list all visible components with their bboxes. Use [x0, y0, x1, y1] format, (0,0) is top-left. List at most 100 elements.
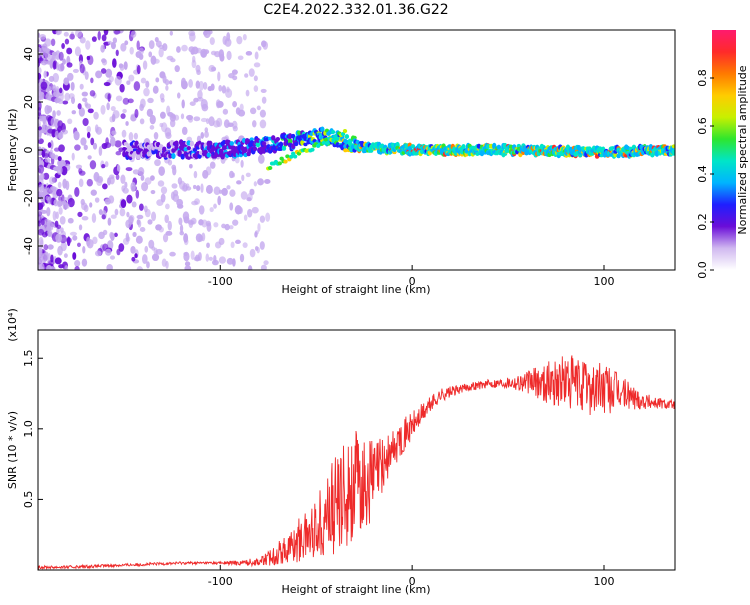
spectrogram-cell: [229, 225, 234, 230]
spectrogram-cell: [98, 209, 103, 216]
spectrogram-cell: [200, 183, 204, 194]
spectrogram-cell: [236, 35, 243, 45]
spectrogram-cell: [303, 142, 308, 147]
spectrogram-cell: [165, 203, 170, 210]
spectrogram-cell: [93, 111, 99, 120]
spectrogram-cell: [168, 80, 173, 85]
spectrogram-cell: [159, 111, 166, 119]
spectrogram-cell: [102, 183, 108, 190]
spectrogram-cell: [77, 211, 83, 218]
spectrogram-cell: [149, 114, 156, 125]
spectrogram-cell: [158, 144, 164, 149]
spectrogram-cell: [289, 154, 294, 159]
spectrogram-cell: [259, 119, 267, 129]
spectrogram-cell: [98, 146, 103, 157]
spectrogram-cell: [159, 93, 165, 101]
spectrogram-cell: [92, 236, 98, 245]
spectrogram-cell: [57, 120, 64, 129]
spectrogram-cell: [114, 208, 119, 216]
spectrogram-cell: [136, 40, 140, 51]
spectrogram-cell: [241, 174, 245, 182]
spectrogram-cell: [69, 33, 75, 40]
spectrogram-cell: [485, 143, 491, 149]
spectrogram-cell: [69, 231, 78, 236]
spectrogram-cell: [40, 81, 48, 90]
spectrogram-cell: [67, 217, 74, 224]
spectrogram-cell: [253, 85, 259, 93]
spectrogram-cell: [103, 30, 109, 36]
spectrogram-cell: [150, 175, 155, 181]
spectrogram-cell: [239, 253, 245, 263]
spectrogram-cell: [126, 211, 130, 218]
spectrogram-cell: [40, 129, 48, 134]
spectrogram-cell: [247, 208, 253, 218]
snr-x-tick-label: 0: [409, 575, 416, 588]
spectrogram-cell: [81, 91, 88, 97]
spectrogram-cell: [208, 140, 213, 147]
spectrogram-cell: [67, 118, 73, 125]
spectrogram-cell: [162, 74, 167, 84]
spectrogram-cell: [71, 110, 77, 115]
snr-y-multiplier: (x10⁴): [6, 308, 19, 342]
snr-frame: [37, 329, 676, 571]
spectrogram-cell: [113, 30, 121, 35]
spectrogram-cell: [197, 89, 203, 100]
spectrogram-cell: [144, 208, 151, 218]
spectrogram-cell: [58, 196, 62, 202]
spectrogram-cell: [169, 251, 176, 257]
spectrogram-cell: [161, 258, 167, 267]
spectrogram-cell: [104, 198, 111, 205]
spectrogram-cell: [201, 232, 206, 242]
spectrogram-cell: [142, 60, 148, 70]
spectrogram-cell: [104, 248, 112, 256]
spectrogram-cell: [38, 72, 42, 80]
spectrogram-cell: [110, 105, 116, 112]
spectrogram-cell: [290, 133, 296, 139]
spectrogram-cell: [47, 85, 52, 92]
spectrogram-cell: [46, 114, 52, 122]
spectrogram-cell: [52, 72, 60, 83]
spectrogram-cell: [152, 85, 159, 94]
spectrogram-cell: [124, 181, 128, 189]
spectrogram-cell: [245, 172, 251, 178]
spectrogram-cell: [167, 220, 172, 231]
spectrogram-cell: [103, 142, 112, 149]
spectrogram-cell: [255, 141, 261, 148]
spectrogram-cell: [248, 68, 255, 77]
spectrogram-cell: [125, 121, 129, 126]
spectrogram-cell: [132, 231, 137, 237]
spectrogram-cell: [189, 163, 193, 169]
spectrogram-cell: [107, 93, 111, 102]
snr-y-tick-label: 0.5: [22, 491, 35, 509]
spectrogram-cell: [147, 219, 153, 225]
colorbar-tick-label: 0.8: [696, 69, 709, 87]
spectrogram-cell: [196, 135, 202, 143]
colorbar-tick-label: 0.0: [696, 261, 709, 279]
spectrogram-cell: [220, 154, 225, 160]
spectrogram-cell: [49, 266, 55, 270]
spectrogram-cell: [126, 236, 131, 242]
snr-y-tick-label: 1.0: [22, 420, 35, 438]
spectrogram-cell: [103, 81, 111, 87]
spectrogram-cell: [114, 75, 122, 86]
spectrogram-cell: [39, 91, 45, 100]
spectrogram-cell: [72, 252, 77, 260]
spectrogram-cell: [136, 266, 143, 270]
spectrogram-cell: [66, 62, 73, 68]
spectrogram-cell: [139, 118, 145, 125]
spectrogram-cell: [64, 38, 70, 45]
spectrogram-cell: [81, 258, 88, 267]
spectrogram-cell: [331, 138, 336, 143]
spectrogram-cell: [114, 140, 122, 148]
spectrogram-cell: [189, 101, 196, 106]
spectrogram-cell: [242, 33, 247, 41]
spectrogram-cell: [173, 114, 180, 121]
colorbar-gradient: [712, 30, 736, 270]
spectrogram-cell: [193, 256, 201, 262]
spectrogram-cell: [141, 182, 149, 192]
spectrogram-cell: [160, 193, 166, 203]
spectrogram-cell: [96, 177, 103, 187]
spectrogram-cell: [78, 168, 83, 174]
spectrogram-cell: [104, 161, 109, 168]
spectrogram-cell: [671, 144, 675, 149]
